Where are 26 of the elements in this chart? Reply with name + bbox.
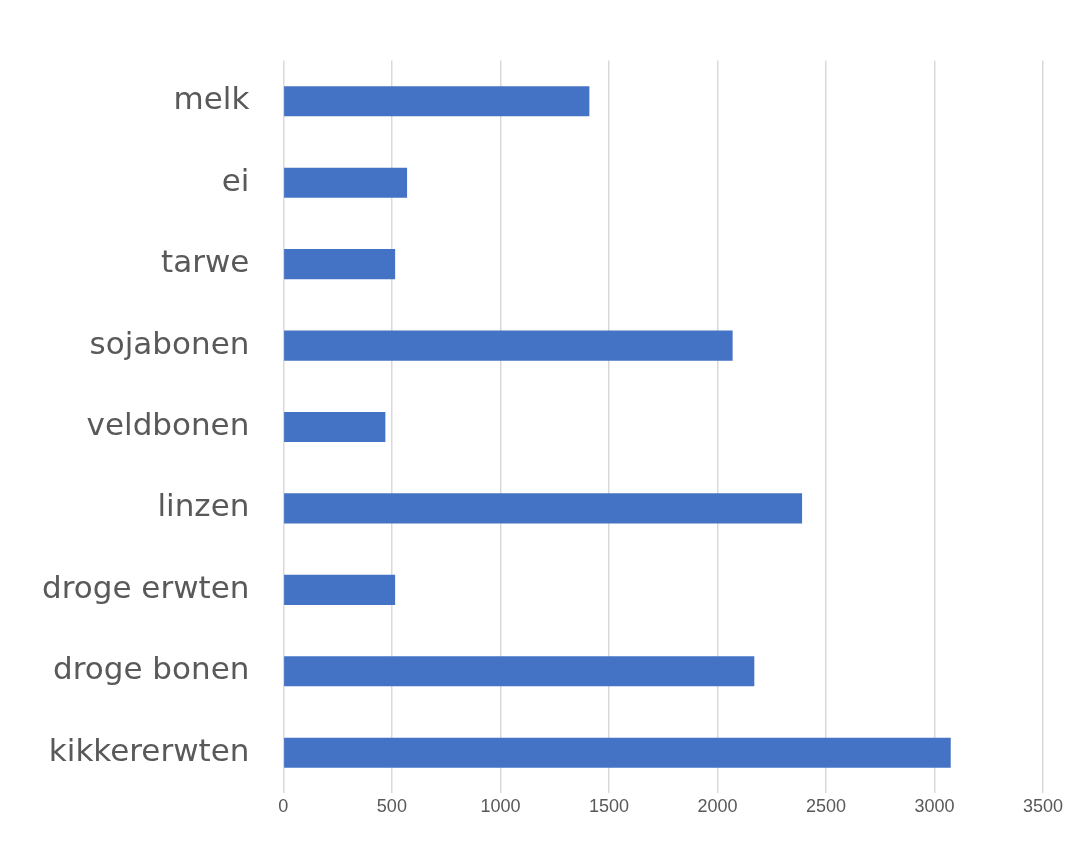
- y-tick-label: ei: [221, 161, 250, 198]
- x-tick-label: 0: [278, 796, 289, 817]
- bar: [284, 411, 386, 443]
- bar: [284, 86, 590, 117]
- y-tick-label: linzen: [157, 487, 250, 524]
- y-tick-label: kikkererwten: [48, 731, 250, 768]
- x-tick-label: 2000: [697, 796, 738, 817]
- y-tick-label: droge bonen: [53, 650, 250, 687]
- y-tick-label: veldbonen: [86, 406, 250, 443]
- bar: [284, 574, 396, 605]
- x-tick-label: 3500: [1022, 796, 1063, 817]
- y-tick-label: sojabonen: [89, 324, 250, 361]
- bar: [284, 167, 408, 198]
- x-tick-label: 2500: [805, 796, 846, 817]
- bar: [284, 737, 951, 768]
- x-tick-label: 500: [376, 796, 407, 817]
- bar: [284, 493, 803, 524]
- y-tick-label: droge erwten: [42, 568, 250, 605]
- x-tick-label: 1500: [588, 796, 629, 817]
- bar: [284, 330, 733, 361]
- x-tick-label: 3000: [914, 796, 955, 817]
- bar: [284, 249, 396, 280]
- y-tick-label: tarwe: [161, 243, 250, 280]
- y-tick-label: melk: [173, 80, 250, 117]
- bar: [284, 656, 755, 687]
- x-tick-label: 1000: [480, 796, 521, 817]
